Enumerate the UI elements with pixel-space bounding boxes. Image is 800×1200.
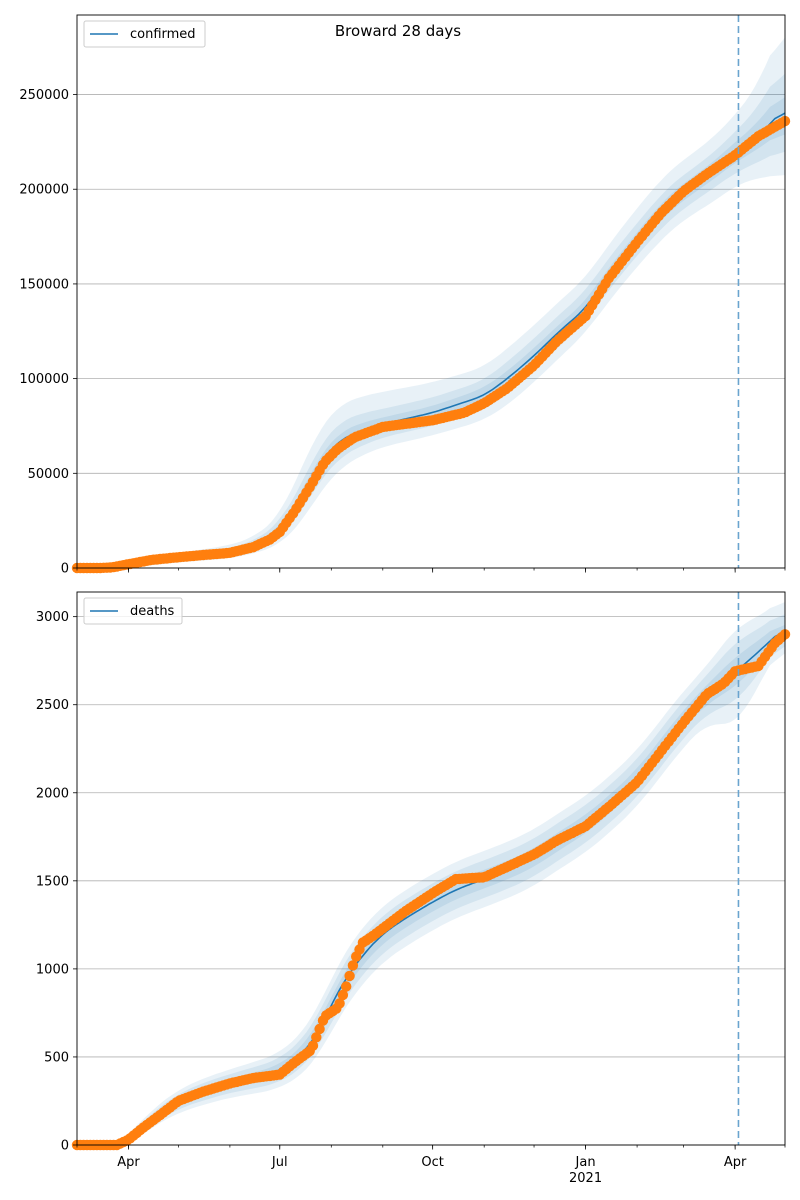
observed-point xyxy=(347,960,359,971)
observed-point xyxy=(337,989,349,1001)
y-tick-label: 2500 xyxy=(36,698,69,713)
axes-frame xyxy=(76,14,786,569)
deaths-uncertainty-bands xyxy=(77,602,785,1145)
y-tick-label: 1500 xyxy=(36,874,69,889)
x-tick-label: Jul xyxy=(271,1155,288,1170)
observed-point xyxy=(307,1040,319,1051)
confirmed-observed-points xyxy=(71,115,791,574)
observed-point xyxy=(341,981,352,992)
confirmed-uncertainty-bands xyxy=(77,37,785,568)
deaths-panel: 0 500 1000 1500 2000 2500 3000 Apr Jul Oct Jan2021… xyxy=(36,591,791,1186)
observed-point xyxy=(311,1032,322,1043)
observed-point xyxy=(334,998,345,1009)
y-tick-label: 500 xyxy=(44,1050,69,1065)
uncertainty-band-1 xyxy=(77,602,785,1145)
x-tick-year-label: 2021 xyxy=(569,1171,602,1186)
deaths-legend: deaths xyxy=(83,597,183,625)
uncertainty-band-2 xyxy=(77,73,785,568)
x-tick-label: Jan xyxy=(575,1155,596,1170)
y-tick-label: 3000 xyxy=(36,610,69,625)
y-tick-label: 2000 xyxy=(36,786,69,801)
chart-title: Broward 28 days xyxy=(335,22,461,40)
y-tick-label: 1000 xyxy=(36,962,69,977)
confirmed-panel: 0 50000 100000 150000 200000 250000 confirmed xyxy=(19,14,791,577)
legend-box xyxy=(83,20,206,48)
x-tick-label: Oct xyxy=(421,1155,443,1170)
y-tick-label: 0 xyxy=(61,562,69,577)
legend-box xyxy=(83,597,183,625)
x-tick-label: Apr xyxy=(724,1155,747,1170)
y-tick-label: 50000 xyxy=(28,467,69,482)
axes-frame xyxy=(76,591,786,1146)
uncertainty-band-2 xyxy=(77,614,785,1145)
deaths-observed-points xyxy=(71,629,791,1151)
legend-label-confirmed: confirmed xyxy=(130,27,196,42)
confirmed-legend: confirmed xyxy=(83,20,206,48)
y-tick-label: 250000 xyxy=(19,88,69,103)
uncertainty-band-1 xyxy=(77,37,785,568)
y-tick-label: 100000 xyxy=(19,372,69,387)
legend-label-deaths: deaths xyxy=(130,604,175,619)
observed-point xyxy=(344,970,355,982)
y-tick-label: 200000 xyxy=(19,183,69,198)
x-tick-label: Apr xyxy=(117,1155,140,1170)
y-tick-label: 0 xyxy=(61,1139,69,1154)
y-tick-label: 150000 xyxy=(19,277,69,292)
observed-point xyxy=(314,1023,325,1035)
